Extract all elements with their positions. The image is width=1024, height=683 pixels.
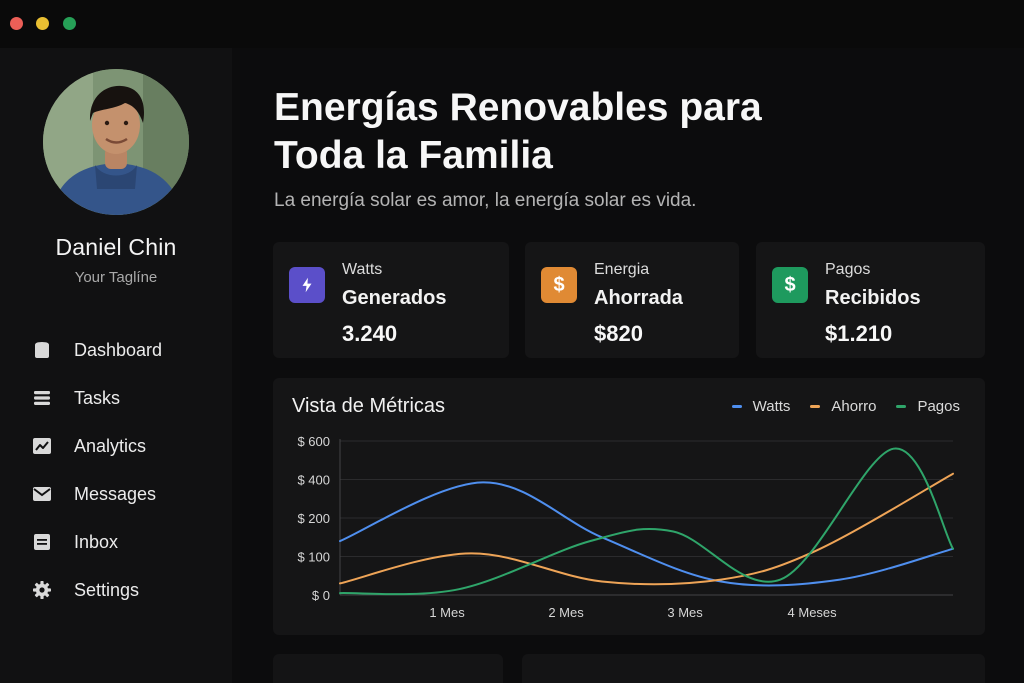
y-tick-label: $ 0 xyxy=(312,588,330,603)
legend-item-ahorro[interactable]: Ahorro xyxy=(810,398,876,415)
stat-card-label: Pagos xyxy=(825,261,871,278)
sidebar-item-label: Dashboard xyxy=(74,339,163,360)
sidebar-item-dashboard[interactable]: Dashboard xyxy=(0,326,232,374)
sidebar-item-label: Analytics xyxy=(74,435,147,456)
bottom-card-left xyxy=(273,654,503,683)
series-line-pagos xyxy=(339,447,954,596)
stat-card-label: Energia xyxy=(594,261,650,278)
page-title-line2: Toda la Familia xyxy=(274,134,553,177)
close-window-button[interactable] xyxy=(10,17,23,30)
metrics-chart-card: $ 600 $ 400 $ 200 $ 100 $ 0 1 Mes 2 Mes 3 Mes 4 … xyxy=(273,378,985,635)
legend-swatch xyxy=(896,405,907,408)
legend-label: Ahorro xyxy=(831,398,877,415)
stat-card-sublabel: Generados xyxy=(342,287,447,309)
x-tick-label: 3 Mes xyxy=(667,605,703,620)
sidebar-item-tasks[interactable]: Tasks xyxy=(0,374,232,422)
x-tick-label: 1 Mes xyxy=(429,605,465,620)
profile-name: Daniel Chin xyxy=(55,234,177,260)
bottom-card-right xyxy=(522,654,985,683)
page-subtitle: La energía solar es amor, la energía sol… xyxy=(274,190,697,211)
stat-card-value: $1.210 xyxy=(825,321,893,346)
mail-icon xyxy=(32,484,52,504)
avatar-photo xyxy=(43,69,189,215)
avatar[interactable] xyxy=(43,69,189,215)
stat-card-watts[interactable]: Watts Generados 3.240 xyxy=(273,242,509,358)
stat-card-value: $820 xyxy=(594,321,643,346)
chart-legend: Watts Ahorro Pagos xyxy=(731,398,960,415)
sidebar-item-label: Tasks xyxy=(74,387,121,408)
gear-icon xyxy=(32,580,52,600)
x-tick-label: 4 Meses xyxy=(788,605,838,620)
legend-label: Pagos xyxy=(917,398,960,415)
y-tick-label: $ 600 xyxy=(297,434,330,449)
minimize-window-button[interactable] xyxy=(36,17,49,30)
stat-card-label: Watts xyxy=(342,261,383,278)
analytics-icon xyxy=(32,436,52,456)
sidebar-item-analytics[interactable]: Analytics xyxy=(0,422,232,470)
inbox-icon xyxy=(32,532,52,552)
sidebar-item-label: Messages xyxy=(74,483,157,504)
sidebar-item-messages[interactable]: Messages xyxy=(0,470,232,518)
chart-title: Vista de Métricas xyxy=(292,395,446,417)
legend-item-pagos[interactable]: Pagos xyxy=(896,398,960,415)
page-title: Energías Renovables para Toda la Familia xyxy=(274,84,874,180)
legend-swatch xyxy=(810,405,821,408)
metrics-chart[interactable]: $ 600 $ 400 $ 200 $ 100 $ 0 1 Mes 2 Mes 3 Mes 4 … xyxy=(273,378,985,635)
series-line-ahorro xyxy=(339,472,954,586)
y-tick-label: $ 400 xyxy=(297,473,330,488)
legend-label: Watts xyxy=(752,398,791,415)
sidebar-nav: Dashboard Tasks Analytics Messages Inbox xyxy=(0,326,232,614)
stat-card-sublabel: Recibidos xyxy=(825,287,921,309)
stat-card-value: 3.240 xyxy=(342,321,398,346)
sidebar-item-label: Inbox xyxy=(74,531,119,552)
dashboard-icon xyxy=(32,340,52,360)
legend-swatch xyxy=(731,405,742,408)
maximize-window-button[interactable] xyxy=(63,17,76,30)
sidebar-item-inbox[interactable]: Inbox xyxy=(0,518,232,566)
dollar-icon: $ xyxy=(541,267,577,303)
page-title-line1: Energías Renovables para xyxy=(274,86,762,129)
sidebar-item-label: Settings xyxy=(74,579,140,600)
profile-tagline: Your Taglíne xyxy=(74,269,158,286)
x-tick-label: 2 Mes xyxy=(548,605,584,620)
sidebar-item-settings[interactable]: Settings xyxy=(0,566,232,614)
stat-card-pagos[interactable]: $ Pagos Recibidos $1.210 xyxy=(756,242,985,358)
bolt-icon xyxy=(289,267,325,303)
y-tick-label: $ 100 xyxy=(297,550,330,565)
dollar-icon: $ xyxy=(772,267,808,303)
series-line-watts xyxy=(339,481,954,587)
stat-card-energia[interactable]: $ Energia Ahorrada $820 xyxy=(525,242,739,358)
tasks-icon xyxy=(32,388,52,408)
sidebar: Daniel Chin Your Taglíne Dashboard Tasks… xyxy=(0,48,232,683)
legend-item-watts[interactable]: Watts xyxy=(731,398,791,415)
stat-card-sublabel: Ahorrada xyxy=(594,287,683,309)
window-titlebar xyxy=(0,0,1024,48)
y-tick-label: $ 200 xyxy=(297,511,330,526)
